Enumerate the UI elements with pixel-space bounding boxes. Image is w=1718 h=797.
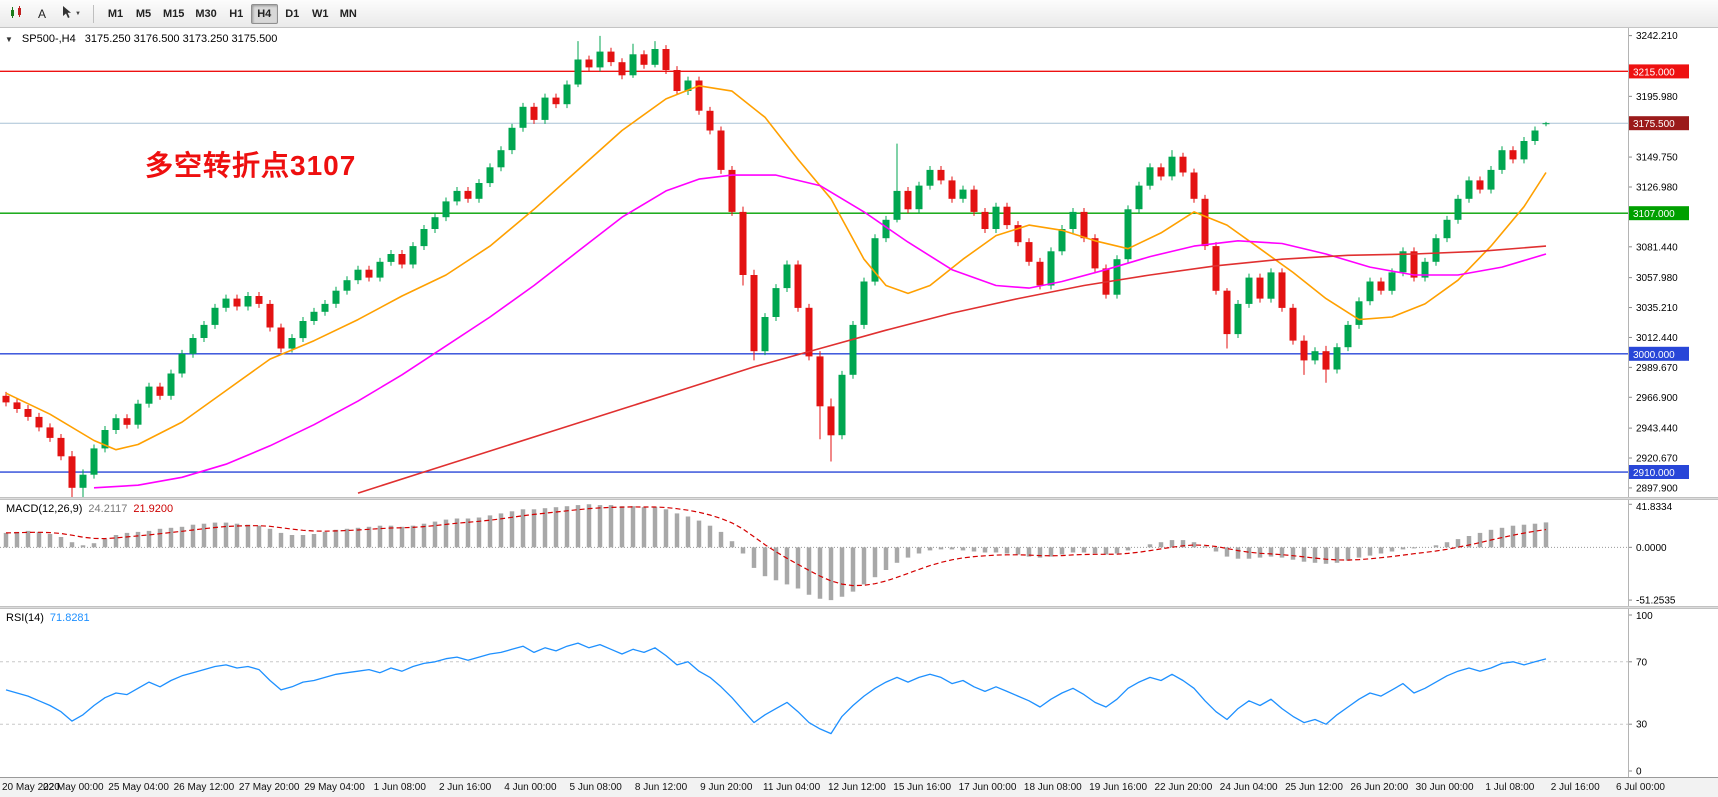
svg-text:2897.900: 2897.900 — [1636, 483, 1678, 494]
time-label: 1 Jul 08:00 — [1485, 782, 1535, 793]
svg-text:2910.000: 2910.000 — [1633, 468, 1675, 479]
splitter-main-macd[interactable] — [0, 497, 1718, 500]
time-label: 2 Jul 16:00 — [1550, 782, 1600, 793]
svg-text:3215.000: 3215.000 — [1633, 67, 1675, 78]
rsi-value: 71.8281 — [49, 612, 90, 624]
time-label: 20 May 2020 — [2, 782, 60, 793]
timeframe-buttons: M1 M5 M15 M30 H1 H4 D1 W1 MN — [102, 3, 362, 24]
svg-text:41.8334: 41.8334 — [1636, 502, 1673, 513]
svg-text:2989.670: 2989.670 — [1636, 363, 1678, 374]
time-label: 17 Jun 00:00 — [958, 782, 1017, 793]
candlestick-chart[interactable]: 3242.210 3195.980 3149.750 3126.980 3081.440… — [0, 28, 1718, 497]
chart-marker-icon: ▼ — [5, 34, 13, 44]
time-label: 24 Jun 04:00 — [1219, 782, 1278, 793]
chart-type-button[interactable] — [4, 3, 28, 25]
macd-name: MACD(12,26,9) — [6, 503, 83, 515]
timeframe-button-M30[interactable]: M30 — [190, 4, 221, 24]
svg-text:100: 100 — [1636, 611, 1653, 622]
annotation-text: 多空转折点3107 — [145, 150, 357, 181]
svg-text:3107.000: 3107.000 — [1633, 209, 1675, 220]
svg-text:70: 70 — [1636, 657, 1648, 668]
macd-label: MACD(12,26,9) 24.2117 21.9200 — [6, 503, 179, 515]
macd-chart[interactable]: 41.8334 0.0000 -51.2535 — [0, 500, 1718, 606]
rsi-chart[interactable]: 100 70 30 0 — [0, 609, 1718, 777]
rsi-name: RSI(14) — [6, 612, 44, 624]
svg-text:3195.980: 3195.980 — [1636, 92, 1678, 103]
rsi-label: RSI(14) 71.8281 — [6, 612, 96, 624]
svg-text:3035.210: 3035.210 — [1636, 303, 1678, 314]
svg-text:3012.440: 3012.440 — [1636, 333, 1678, 344]
time-label: 26 May 12:00 — [173, 782, 235, 793]
time-label: 6 Jul 00:00 — [1616, 782, 1665, 793]
macd-pane: 41.8334 0.0000 -51.2535 MACD(12,26,9) 24.21… — [0, 500, 1718, 606]
time-label: 26 Jun 20:00 — [1350, 782, 1409, 793]
ohlc-values: 3175.250 3176.500 3173.250 3175.500 — [84, 33, 278, 45]
svg-text:-51.2535: -51.2535 — [1636, 596, 1676, 606]
toolbar-separator — [92, 4, 94, 23]
time-label: 27 May 20:00 — [238, 782, 300, 793]
svg-text:3242.210: 3242.210 — [1636, 31, 1678, 42]
time-label: 4 Jun 00:00 — [504, 782, 557, 793]
candlestick-chart-icon — [9, 5, 24, 23]
rsi-pane: 100 70 30 0 RSI(14) 71.8281 — [0, 609, 1718, 777]
macd-signal-value: 21.9200 — [133, 503, 174, 515]
timeframe-button-M1[interactable]: M1 — [102, 4, 129, 24]
svg-text:2920.670: 2920.670 — [1636, 454, 1678, 465]
svg-text:2966.900: 2966.900 — [1636, 393, 1678, 404]
timeframe-button-M5[interactable]: M5 — [130, 4, 157, 24]
timeframe-button-M15[interactable]: M15 — [158, 4, 189, 24]
toolbar: A ▼ M1 M5 M15 M30 H1 H4 D1 W1 MN — [0, 0, 1718, 28]
time-label: 25 Jun 12:00 — [1285, 782, 1343, 793]
time-label: 29 May 04:00 — [304, 782, 365, 793]
time-label: 5 Jun 08:00 — [569, 782, 622, 793]
svg-text:0: 0 — [1636, 767, 1642, 778]
time-label: 19 Jun 16:00 — [1089, 782, 1148, 793]
svg-text:3126.980: 3126.980 — [1636, 182, 1678, 193]
time-label: 22 Jun 20:00 — [1154, 782, 1213, 793]
svg-text:3057.980: 3057.980 — [1636, 273, 1678, 284]
svg-text:0.0000: 0.0000 — [1636, 543, 1667, 554]
splitter-macd-rsi[interactable] — [0, 606, 1718, 609]
time-label: 18 Jun 08:00 — [1023, 782, 1082, 793]
time-label: 15 Jun 16:00 — [893, 782, 952, 793]
svg-text:3000.000: 3000.000 — [1633, 350, 1675, 361]
symbol-period-label: SP500-,H4 — [21, 33, 76, 45]
timeframe-button-H4[interactable]: H4 — [250, 3, 278, 24]
time-label: 8 Jun 12:00 — [634, 782, 688, 793]
time-label: 2 Jun 16:00 — [438, 782, 492, 793]
time-label: 1 Jun 08:00 — [373, 782, 426, 793]
svg-text:30: 30 — [1636, 720, 1648, 731]
svg-text:3149.750: 3149.750 — [1636, 153, 1678, 164]
text-tool-button[interactable]: A — [30, 3, 54, 25]
chevron-down-icon: ▼ — [75, 10, 81, 17]
time-label: 30 Jun 00:00 — [1415, 782, 1474, 793]
chart-header: ▼ SP500-,H4 3175.250 3176.500 3173.250 3… — [5, 33, 277, 45]
time-label: 12 Jun 12:00 — [827, 782, 886, 793]
svg-text:3175.500: 3175.500 — [1633, 119, 1675, 130]
timeframe-button-D1[interactable]: D1 — [279, 4, 306, 24]
time-label: 25 May 04:00 — [108, 782, 169, 793]
timeframe-button-MN[interactable]: MN — [335, 4, 362, 24]
time-axis[interactable]: 20 May 2020 22 May 00:00 25 May 04:00 26 Ma… — [0, 777, 1718, 797]
svg-text:3081.440: 3081.440 — [1636, 242, 1678, 253]
macd-main-value: 24.2117 — [88, 503, 128, 515]
cursor-icon — [60, 5, 73, 22]
timeframe-button-H1[interactable]: H1 — [223, 4, 250, 24]
time-label: 22 May 00:00 — [42, 782, 104, 793]
cursor-tool-button[interactable]: ▼ — [56, 3, 85, 25]
main-chart-pane: 3242.210 3195.980 3149.750 3126.980 3081.440… — [0, 28, 1718, 497]
time-label: 9 Jun 20:00 — [700, 782, 753, 793]
time-label: 11 Jun 04:00 — [763, 782, 821, 793]
timeframe-button-W1[interactable]: W1 — [307, 4, 334, 24]
svg-text:2943.440: 2943.440 — [1636, 424, 1678, 435]
